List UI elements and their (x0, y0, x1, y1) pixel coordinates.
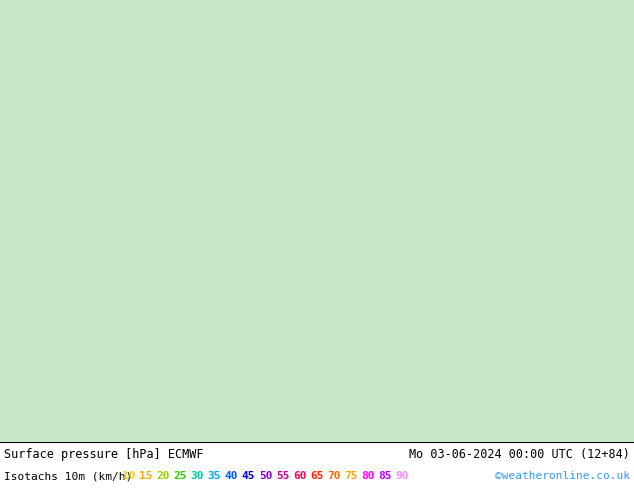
Text: 65: 65 (310, 471, 324, 481)
Text: 20: 20 (156, 471, 170, 481)
Text: 85: 85 (378, 471, 392, 481)
Text: 25: 25 (173, 471, 187, 481)
Text: Mo 03-06-2024 00:00 UTC (12+84): Mo 03-06-2024 00:00 UTC (12+84) (409, 447, 630, 461)
Text: ©weatheronline.co.uk: ©weatheronline.co.uk (495, 471, 630, 481)
Text: 60: 60 (293, 471, 307, 481)
Text: Isotachs 10m (km/h): Isotachs 10m (km/h) (4, 471, 139, 481)
Text: 90: 90 (396, 471, 410, 481)
Text: 55: 55 (276, 471, 290, 481)
Text: 10: 10 (122, 471, 136, 481)
Text: 70: 70 (327, 471, 341, 481)
Text: 15: 15 (139, 471, 153, 481)
Text: 30: 30 (190, 471, 204, 481)
Text: 40: 40 (224, 471, 238, 481)
Text: 35: 35 (207, 471, 221, 481)
Text: Surface pressure [hPa] ECMWF: Surface pressure [hPa] ECMWF (4, 447, 204, 461)
Text: 75: 75 (344, 471, 358, 481)
Text: 80: 80 (361, 471, 375, 481)
Text: 45: 45 (242, 471, 256, 481)
Text: 50: 50 (259, 471, 273, 481)
